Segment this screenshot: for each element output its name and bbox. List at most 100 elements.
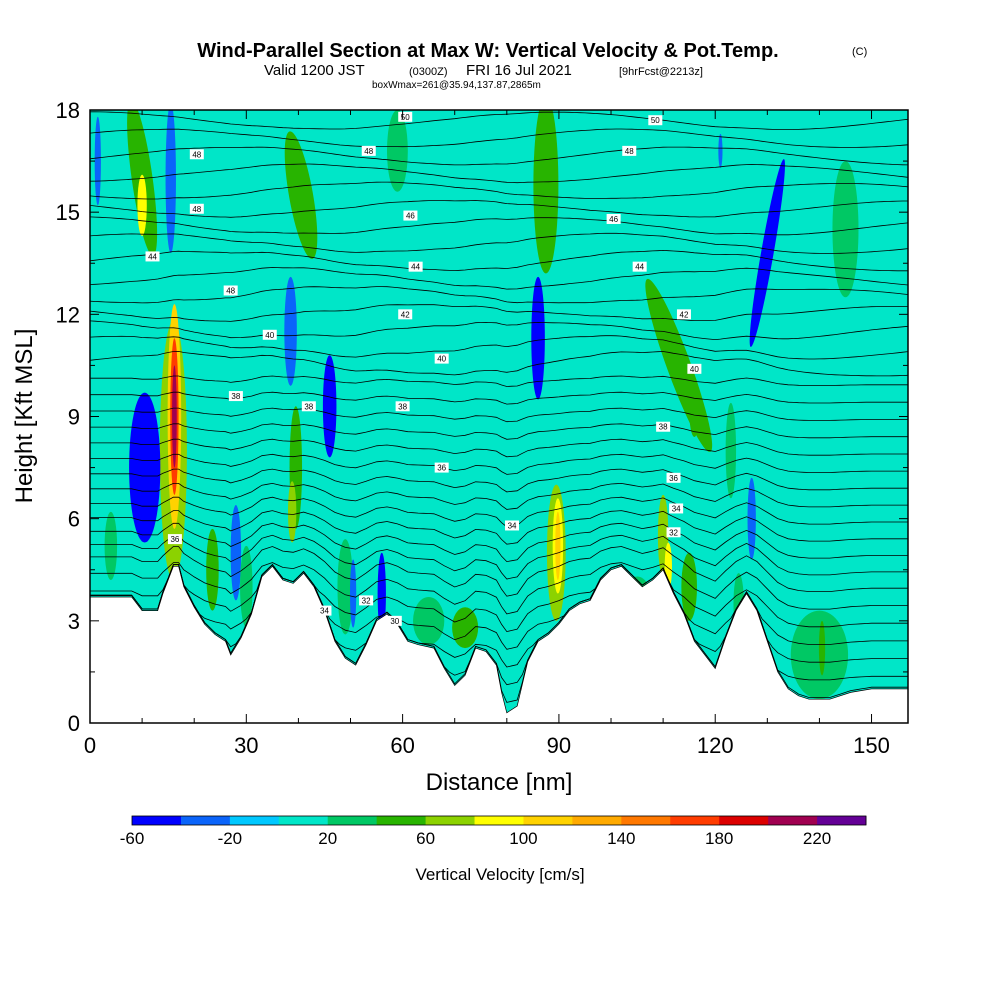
isentrope-line — [90, 286, 908, 304]
isentrope-label-bg — [145, 251, 160, 262]
velocity-cell — [681, 552, 697, 621]
colorbar-segment — [229, 816, 280, 825]
velocity-cell — [165, 110, 176, 254]
y-tick-label: 12 — [56, 302, 80, 327]
isentrope-label-text: 34 — [320, 607, 329, 616]
velocity-cell — [104, 511, 118, 580]
colorbar-tick-label: 20 — [318, 829, 337, 848]
isentrope-line — [90, 163, 908, 184]
isentrope-label-text: 30 — [390, 617, 399, 626]
isentrope-label-bg — [669, 503, 684, 514]
isentrope-label-bg — [228, 391, 243, 402]
isentrope-label: 38 — [301, 401, 316, 412]
y-tick-label: 6 — [68, 507, 80, 532]
velocity-cell — [172, 365, 177, 468]
chart-title: Wind-Parallel Section at Max W: Vertical… — [197, 40, 778, 62]
y-tick-label: 0 — [68, 711, 80, 736]
isentrope-label-bg — [317, 605, 332, 616]
isentrope-label-text: 40 — [265, 331, 274, 340]
isentrope-label-text: 38 — [398, 402, 407, 411]
isentrope-label: 48 — [223, 285, 238, 296]
isentrope-line — [90, 563, 908, 650]
isentrope-label: 32 — [666, 527, 681, 538]
x-axis-ticks: 0 30 60 90 120 150 — [84, 110, 890, 758]
velocity-cell — [349, 559, 357, 628]
isentrope-label-bg — [606, 213, 621, 224]
isentrope-label-text: 38 — [231, 392, 240, 401]
velocity-cell — [129, 392, 161, 543]
velocity-cell — [287, 481, 297, 543]
colorbar-frame — [131, 815, 867, 826]
y-tick-label: 15 — [56, 200, 80, 225]
isentrope-label: 48 — [189, 149, 204, 160]
isentrope-label-bg — [666, 472, 681, 483]
colorbar-tick-label: 220 — [803, 829, 831, 848]
colorbar-segment — [670, 816, 720, 825]
isentrope-label-bg — [359, 595, 374, 606]
isentrope-label-bg — [648, 115, 663, 126]
isentrope-label-bg — [387, 615, 402, 626]
isentrope-label: 36 — [167, 534, 182, 545]
isentrope-label: 34 — [505, 520, 520, 531]
isentrope-label: 40 — [262, 329, 277, 340]
isentrope-label-bg — [656, 421, 671, 432]
isentrope-line — [90, 546, 908, 597]
isentrope-label-text: 46 — [406, 212, 415, 221]
velocity-cell — [689, 382, 700, 437]
isentrope-label-bg — [505, 520, 520, 531]
isentrope-label-bg — [632, 261, 647, 272]
y-tick-label: 9 — [68, 405, 80, 430]
velocity-cell — [749, 159, 785, 347]
isentrope-label-bg — [622, 145, 637, 156]
isentrope-label-text: 48 — [226, 286, 235, 295]
x-tick-label: 30 — [234, 733, 258, 758]
isentrope-label: 44 — [632, 261, 647, 272]
isentrope-label-bg — [398, 309, 413, 320]
isentrope-label-bg — [262, 329, 277, 340]
isentrope-line — [90, 200, 908, 218]
colorbar-label: Vertical Velocity [cm/s] — [415, 865, 584, 884]
isentrope-lines-layer — [90, 111, 908, 703]
velocity-cell — [284, 131, 318, 259]
isentrope-label: 44 — [408, 261, 423, 272]
isentrope-label-bg — [666, 527, 681, 538]
colorbar-segment — [572, 816, 622, 825]
colorbar-tick-label: -20 — [218, 829, 243, 848]
isentrope-label: 42 — [398, 309, 413, 320]
y-axis-label: Height [Kft MSL] — [11, 329, 38, 504]
isentrope-line — [90, 510, 908, 545]
x-tick-label: 150 — [853, 733, 890, 758]
isentrope-label-text: 50 — [651, 116, 660, 125]
isentrope-label-text: 32 — [669, 528, 678, 537]
isentrope-label-text: 40 — [690, 365, 699, 374]
isentrope-line — [90, 563, 908, 633]
isentrope-line — [90, 496, 908, 528]
isentrope-label: 38 — [395, 401, 410, 412]
isentrope-label-bg — [398, 111, 413, 122]
x-tick-label: 0 — [84, 733, 96, 758]
velocity-cell — [137, 174, 147, 237]
velocity-cell — [555, 511, 561, 580]
isentrope-line — [90, 453, 908, 475]
isentrope-label-text: 36 — [437, 464, 446, 473]
copyright-mark: (C) — [852, 46, 867, 58]
colorbar-segment — [523, 816, 573, 825]
isentrope-line — [90, 320, 908, 341]
colorbar-tick-label: 140 — [607, 829, 635, 848]
isentrope-label: 48 — [189, 203, 204, 214]
isentrope-label-text: 44 — [635, 263, 644, 272]
subtitle-valid-time: Valid 1200 JST — [264, 62, 365, 79]
isentrope-label: 34 — [669, 503, 684, 514]
isentrope-label: 50 — [648, 115, 663, 126]
y-tick-label: 3 — [68, 609, 80, 634]
colorbar-segment — [376, 816, 427, 825]
colorbar-segment — [474, 816, 524, 825]
isentrope-label: 38 — [656, 421, 671, 432]
isentrope-label-bg — [403, 210, 418, 221]
isentrope-line — [90, 468, 908, 493]
colorbar-tick-label: 180 — [705, 829, 733, 848]
isentrope-line — [90, 216, 908, 236]
colorbar-segment — [180, 816, 231, 825]
velocity-cell — [832, 161, 859, 298]
isentrope-line — [90, 128, 908, 148]
